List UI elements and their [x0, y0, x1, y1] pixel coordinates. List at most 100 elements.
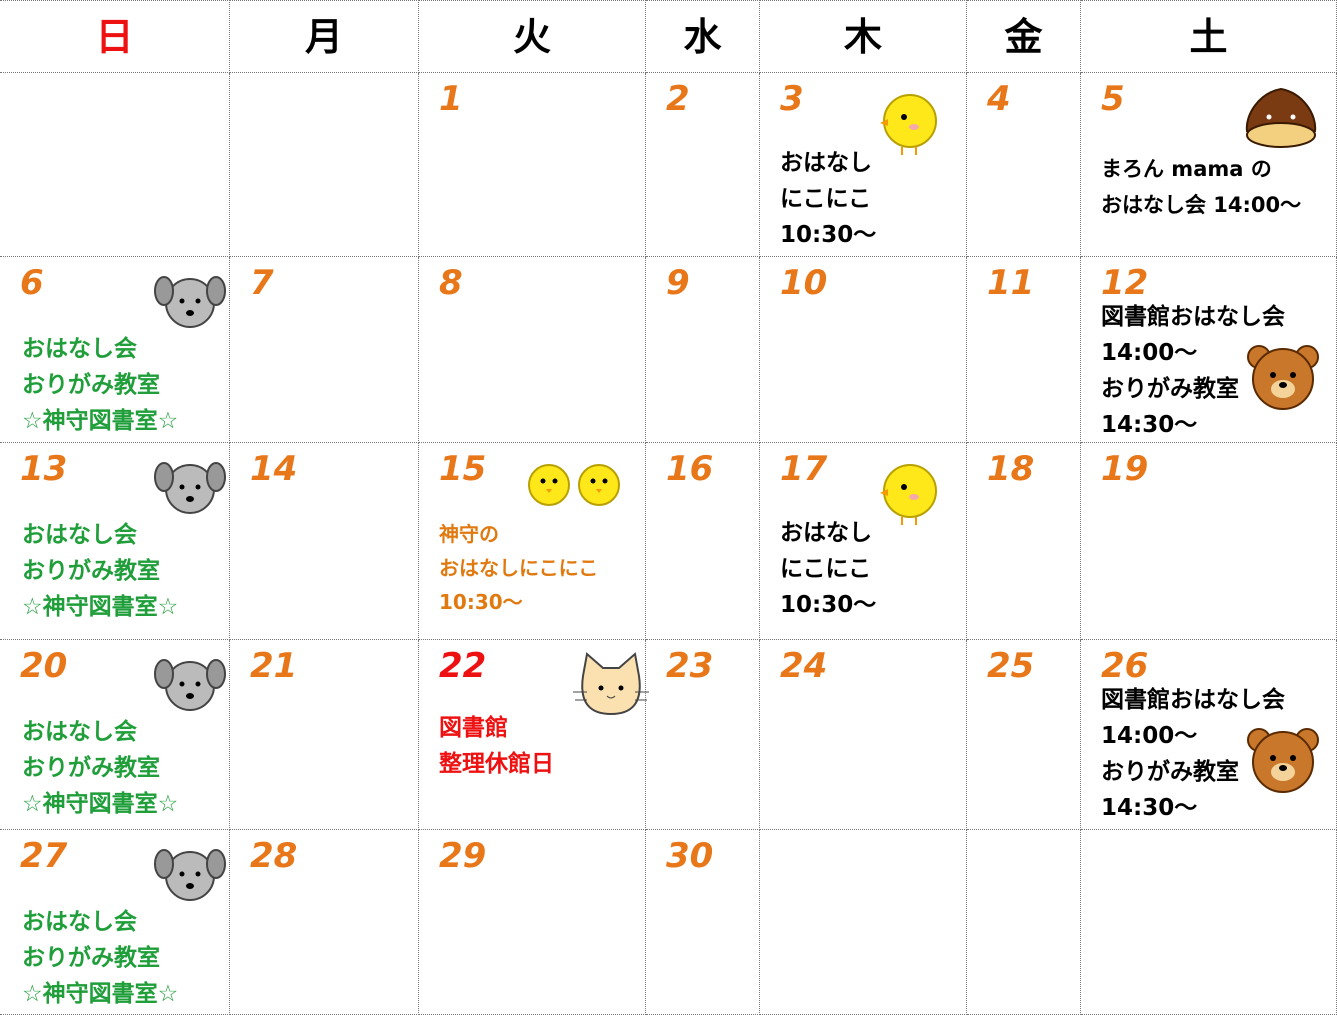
- event-text: 図書館おはなし会 14:00～ おりがみ教室 14:30～: [1101, 299, 1285, 443]
- day-cell: 6 おはなし会 おりがみ教室 ☆神守図書室☆: [0, 257, 230, 443]
- event-line: 図書館: [439, 715, 508, 741]
- event-text: おはなし会 おりがみ教室 ☆神守図書室☆: [22, 904, 178, 1012]
- event-text: おはなし会 おりがみ教室 ☆神守図書室☆: [22, 714, 178, 822]
- date-number: 20: [20, 646, 68, 686]
- day-cell: 4: [967, 73, 1081, 257]
- day-cell: 5 まろん mama のおはなし会 14:00～: [1081, 73, 1337, 257]
- event-line: おはなし: [780, 150, 872, 176]
- date-number: 18: [987, 449, 1035, 489]
- dog-icon: [154, 659, 226, 711]
- day-cell: 16: [646, 443, 760, 640]
- event-line: おりがみ教室: [22, 945, 160, 971]
- date-number: 29: [439, 836, 487, 876]
- chick2-icon: [578, 464, 620, 506]
- day-cell: [760, 830, 967, 1015]
- chick2-icon: [528, 464, 570, 506]
- day-cell: 20 おはなし会 おりがみ教室 ☆神守図書室☆: [0, 640, 230, 830]
- day-cell: 11: [967, 257, 1081, 443]
- date-number: 13: [20, 449, 68, 489]
- weekday-header: 土: [1081, 0, 1337, 73]
- event-line: ☆神守図書室☆: [22, 594, 179, 620]
- day-cell: 27 おはなし会 おりがみ教室 ☆神守図書室☆: [0, 830, 230, 1015]
- event-line: にこにこ: [780, 186, 872, 212]
- day-cell: 26 図書館おはなし会 14:00～ おりがみ教室 14:30～: [1081, 640, 1337, 830]
- date-number: 26: [1101, 646, 1149, 686]
- event-text: おはなし会 おりがみ教室 ☆神守図書室☆: [22, 331, 178, 439]
- event-line: 14:00～: [1101, 340, 1198, 366]
- date-number: 2: [666, 79, 690, 119]
- event-line: 14:30～: [1101, 412, 1198, 438]
- event-text: 図書館 整理休館日: [439, 710, 554, 782]
- event-text: おはなしにこにこ 10:30～: [780, 145, 876, 253]
- date-number: 7: [250, 263, 274, 303]
- day-cell: 24: [760, 640, 967, 830]
- event-line: おりがみ教室: [22, 372, 160, 398]
- date-number: 30: [666, 836, 714, 876]
- event-line: おりがみ教室: [22, 755, 160, 781]
- event-line: おりがみ教室: [22, 558, 160, 584]
- date-number: 10: [780, 263, 828, 303]
- dog-icon: [154, 462, 226, 514]
- date-number: 12: [1101, 263, 1149, 303]
- date-number: 1: [439, 79, 463, 119]
- event-text: おはなし会おりがみ教室 ☆神守図書室☆: [22, 517, 178, 625]
- day-cell: 25: [967, 640, 1081, 830]
- bear-icon: [1247, 345, 1319, 410]
- date-number: 4: [987, 79, 1011, 119]
- day-cell: 29: [419, 830, 646, 1015]
- date-number: 21: [250, 646, 298, 686]
- day-cell: 14: [230, 443, 419, 640]
- day-cell: 12 図書館おはなし会 14:00～ おりがみ教室 14:30～: [1081, 257, 1337, 443]
- day-cell: 7: [230, 257, 419, 443]
- weekday-header: 火: [419, 0, 646, 73]
- weekday-header: 月: [230, 0, 419, 73]
- day-cell: 19: [1081, 443, 1337, 640]
- date-number: 6: [20, 263, 44, 303]
- day-cell: 9: [646, 257, 760, 443]
- event-line: おはなし会: [22, 522, 137, 548]
- date-number: 19: [1101, 449, 1149, 489]
- event-line: ☆神守図書室☆: [22, 981, 179, 1007]
- event-text: 神守の おはなしにこにこ 10:30～: [439, 517, 598, 619]
- date-number: 22: [439, 646, 487, 686]
- chick-icon: [880, 464, 937, 525]
- event-text: おはなし にこにこ 10:30～: [780, 515, 876, 623]
- weekday-header: 日: [0, 0, 230, 73]
- day-cell: [967, 830, 1081, 1015]
- day-cell: 2: [646, 73, 760, 257]
- cat-icon: [573, 652, 649, 716]
- event-line: 図書館おはなし会: [1101, 304, 1285, 330]
- chestnut-icon: [1245, 87, 1317, 148]
- event-line: にこにこ: [780, 556, 872, 582]
- dog-icon: [154, 276, 226, 328]
- dog-icon: [154, 849, 226, 901]
- day-cell: 30: [646, 830, 760, 1015]
- day-cell: 23: [646, 640, 760, 830]
- event-line: 10:30～: [780, 222, 877, 248]
- event-line: 10:30～: [780, 592, 877, 618]
- date-number: 11: [987, 263, 1035, 303]
- event-line: おはなし会: [22, 719, 137, 745]
- day-cell: 21: [230, 640, 419, 830]
- event-line: ☆神守図書室☆: [22, 408, 179, 434]
- date-number: 5: [1101, 79, 1125, 119]
- day-cell: 28: [230, 830, 419, 1015]
- day-cell: [230, 73, 419, 257]
- date-number: 17: [780, 449, 828, 489]
- day-cell: 22 図書館整理休館日: [419, 640, 649, 830]
- date-number: 3: [780, 79, 804, 119]
- chick-icon: [880, 94, 937, 155]
- date-number: 15: [439, 449, 487, 489]
- day-cell: 1: [419, 73, 646, 257]
- weekday-header: 金: [967, 0, 1081, 73]
- day-cell: 15 神守の おはなしにこにこ 10:30～: [419, 443, 646, 640]
- weekday-header: 水: [646, 0, 760, 73]
- day-cell: [0, 73, 230, 257]
- event-text: まろん mama のおはなし会 14:00～: [1101, 151, 1301, 223]
- event-line: 14:30～: [1101, 795, 1198, 821]
- event-line: 整理休館日: [439, 751, 554, 777]
- event-line: 神守の: [439, 522, 499, 546]
- day-cell: 18: [967, 443, 1081, 640]
- event-line: おりがみ教室: [1101, 759, 1239, 785]
